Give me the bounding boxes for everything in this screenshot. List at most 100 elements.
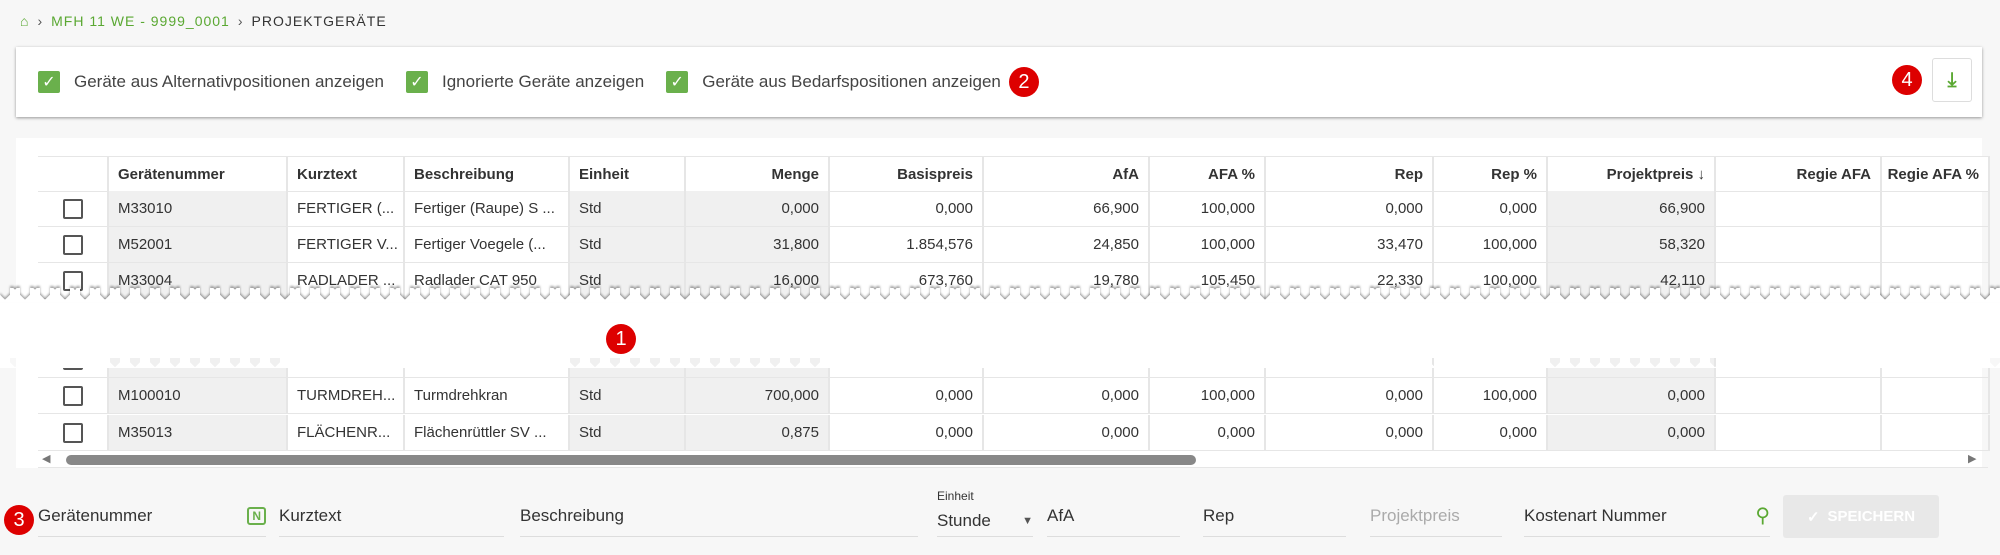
table-row[interactable]: M33010 FERTIGER (... Fertiger (Raupe) S ..… — [38, 191, 1990, 227]
column-header[interactable]: Rep — [1266, 156, 1434, 192]
filter-bar: ✓ Geräte aus Alternativpositionen anzeige… — [16, 47, 1982, 117]
checkbox-checked-icon[interactable]: ✓ — [666, 71, 689, 93]
table-row[interactable]: M35013 FLÄCHENR... Flächenrüttler SV ... St… — [38, 415, 1990, 451]
scrollbar-thumb[interactable] — [66, 455, 1196, 465]
breadcrumb-current: PROJEKTGERÄTE — [251, 13, 387, 29]
kurztext-placeholder: Kurztext — [279, 505, 342, 525]
table-cell: 0,000 — [1548, 415, 1716, 451]
table-cell: TURMDREH... — [288, 378, 405, 414]
annotation-badge-3: 3 — [4, 505, 34, 535]
table-cell: 700,000 — [686, 378, 830, 414]
column-header[interactable] — [38, 156, 109, 192]
filter-bedarf[interactable]: ✓ Geräte aus Bedarfspositionen anzeigen — [666, 71, 1001, 93]
table-cell: 58,320 — [1548, 227, 1716, 263]
table-cell: 0,000 — [1434, 415, 1548, 451]
table-cell: 66,900 — [1548, 191, 1716, 227]
scroll-right-icon[interactable]: ▶ — [1968, 453, 1977, 465]
table-cell — [1882, 191, 1990, 227]
table-cell: 100,000 — [1150, 191, 1266, 227]
checkbox-icon[interactable] — [62, 198, 83, 219]
breadcrumb: ⌂ › MFH 11 WE - 9999_0001 › PROJEKTGERÄT… — [20, 10, 387, 32]
column-header[interactable]: Gerätenummer — [109, 156, 288, 192]
checkbox-icon[interactable] — [62, 422, 83, 443]
column-header[interactable]: Basispreis — [830, 156, 984, 192]
kostenart-input[interactable]: Kostenart Nummer ⚲ — [1524, 495, 1770, 537]
projektpreis-placeholder: Projektpreis — [1370, 505, 1460, 525]
column-header[interactable]: Projektpreis ↓ — [1548, 156, 1716, 192]
filter-label: Geräte aus Alternativpositionen anzeigen — [74, 72, 384, 91]
checkbox-icon[interactable] — [62, 234, 83, 255]
dropdown-arrow-icon: ▼ — [1022, 514, 1033, 527]
horizontal-scrollbar[interactable]: ◀ ▶ — [38, 452, 1988, 468]
column-header[interactable]: Einheit — [570, 156, 686, 192]
table-row[interactable]: M33004 RADLADER ... Radlader CAT 950 Std 16,… — [38, 263, 1990, 299]
check-icon: ✓ — [1806, 508, 1820, 526]
table-cell: Std — [570, 415, 686, 451]
table-cell: 100,000 — [1434, 227, 1548, 263]
row-select — [38, 415, 109, 451]
table-cell: 24,850 — [984, 227, 1150, 263]
home-icon[interactable]: ⌂ — [20, 13, 30, 29]
filter-label: Ignorierte Geräte anzeigen — [441, 72, 645, 91]
afa-input[interactable]: AfA — [1047, 495, 1180, 537]
download-button[interactable]: ⤓ — [1932, 58, 1972, 102]
table-cell: FLÄCHENR... — [288, 415, 405, 451]
table-cell — [1716, 378, 1882, 414]
table-cell — [1882, 415, 1990, 451]
column-header[interactable]: Menge — [686, 156, 830, 192]
table-cell: 0,000 — [1266, 191, 1434, 227]
table-cell: M52001 — [109, 227, 288, 263]
column-header[interactable]: Regie AFA — [1716, 156, 1882, 192]
column-header[interactable]: AFA % — [1150, 156, 1266, 192]
search-icon[interactable]: ⚲ — [1755, 505, 1770, 527]
table-cell: M35013 — [109, 415, 288, 451]
checkbox-checked-icon[interactable]: ✓ — [38, 71, 60, 93]
kostenart-placeholder: Kostenart Nummer — [1524, 505, 1667, 525]
column-header[interactable]: Kurztext — [288, 156, 405, 192]
beschreibung-placeholder: Beschreibung — [520, 505, 624, 525]
einheit-select[interactable]: Stunde ▼ — [937, 495, 1033, 537]
table-cell: 0,000 — [1266, 415, 1434, 451]
table-row[interactable]: M52001 FERTIGER V... Fertiger Voegele (...… — [38, 227, 1990, 263]
table-cell: 0,000 — [984, 415, 1150, 451]
table-cell: 0,000 — [830, 415, 984, 451]
checkbox-checked-icon[interactable]: ✓ — [405, 71, 428, 93]
table-cell: Std — [570, 378, 686, 414]
table-cell: 100,000 — [1150, 378, 1266, 414]
scroll-left-icon[interactable]: ◀ — [42, 453, 51, 465]
table-cell: 0,000 — [830, 378, 984, 414]
table-cell: 100,000 — [1434, 378, 1548, 414]
geraetenummer-placeholder: Gerätenummer — [38, 505, 153, 525]
new-number-icon[interactable]: N — [247, 506, 266, 525]
beschreibung-input[interactable]: Beschreibung — [520, 495, 918, 537]
save-label: SPEICHERN — [1827, 508, 1916, 525]
torn-section — [0, 300, 2000, 368]
filter-alternativ[interactable]: ✓ Geräte aus Alternativpositionen anzeige… — [38, 71, 384, 93]
table-cell: 31,800 — [686, 227, 830, 263]
annotation-badge-4: 4 — [1892, 65, 1922, 95]
column-header[interactable]: Beschreibung — [405, 156, 570, 192]
row-select — [38, 191, 109, 227]
checkbox-icon[interactable] — [62, 385, 83, 406]
kurztext-input[interactable]: Kurztext — [279, 495, 504, 537]
column-header[interactable]: Regie AFA % — [1882, 156, 1990, 192]
table-cell: 0,875 — [686, 415, 830, 451]
breadcrumb-project[interactable]: MFH 11 WE - 9999_0001 — [51, 13, 230, 29]
save-button[interactable]: ✓ SPEICHERN — [1783, 495, 1939, 538]
download-icon: ⤓ — [1947, 68, 1957, 91]
table-row[interactable]: M100010 TURMDREH... Turmdrehkran Std 700,000… — [38, 378, 1990, 414]
column-header[interactable]: AfA — [984, 156, 1150, 192]
column-header[interactable]: Rep % — [1434, 156, 1548, 192]
annotation-badge-1: 1 — [606, 324, 636, 354]
table-cell: 0,000 — [1266, 378, 1434, 414]
geraetenummer-input[interactable]: Gerätenummer N — [38, 495, 266, 537]
table-cell: 0,000 — [1150, 415, 1266, 451]
table-cell: Turmdrehkran — [405, 378, 570, 414]
table-cell: 0,000 — [1548, 378, 1716, 414]
filter-ignoriert[interactable]: ✓ Ignorierte Geräte anzeigen — [405, 71, 645, 93]
table-cell — [1716, 227, 1882, 263]
table-cell: FERTIGER V... — [288, 227, 405, 263]
rep-input[interactable]: Rep — [1203, 495, 1346, 537]
table-header: Gerätenummer Kurztext Beschreibung Einheit M… — [38, 156, 1990, 192]
table-cell: 33,470 — [1266, 227, 1434, 263]
